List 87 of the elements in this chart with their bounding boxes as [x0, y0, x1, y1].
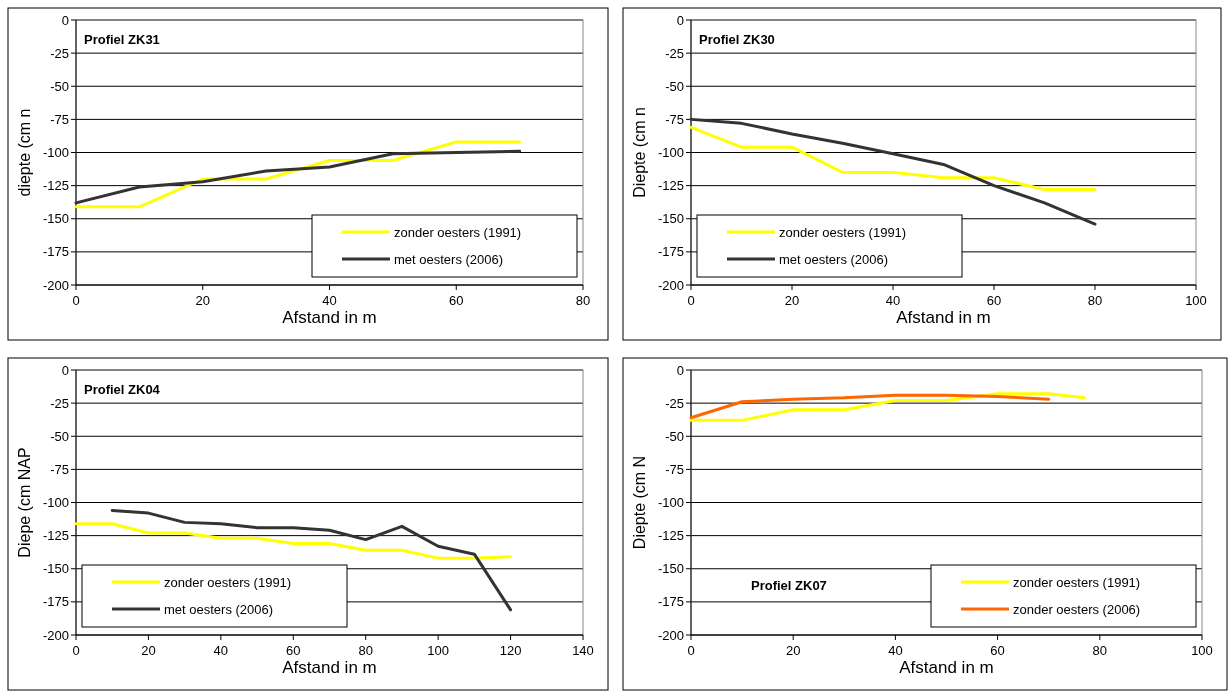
legend-label: zonder oesters (2006) — [1013, 601, 1141, 617]
y-tick-label: -125 — [42, 528, 69, 544]
x-tick-label: 100 — [1185, 293, 1207, 308]
text: Profiel ZK31 — [84, 32, 160, 47]
x-tick-label: 80 — [1087, 293, 1103, 308]
y-tick-label: -50 — [50, 428, 69, 444]
y-tick-label: -175 — [42, 594, 69, 610]
x-tick-label: 100 — [427, 643, 449, 658]
y-tick-label: -200 — [657, 277, 684, 293]
x-tick-label: 20 — [141, 643, 156, 658]
line-series — [689, 125, 1097, 192]
y-tick-label: -75 — [50, 461, 69, 477]
x-tick-label: 20 — [785, 643, 801, 658]
y-tick-label: 0 — [61, 362, 69, 378]
x-tick-label: 60 — [990, 643, 1005, 658]
y-tick-label: -150 — [657, 561, 684, 577]
x-tick-label: 20 — [784, 293, 800, 308]
x-tick-label: 40 — [213, 643, 229, 658]
x-axis-title: Afstand in m — [282, 308, 377, 327]
legend-label: zonder oesters (1991) — [1013, 574, 1141, 590]
y-tick-label: -200 — [42, 277, 69, 293]
y-tick-label: -50 — [50, 78, 69, 94]
y-axis-title: Diepe (cm NAP — [16, 447, 33, 558]
x-tick-label: 80 — [358, 643, 373, 658]
y-tick-label: -175 — [657, 244, 684, 260]
legend-label: zonder oesters (1991) — [779, 224, 907, 240]
x-tick-label: 0 — [687, 643, 695, 658]
y-tick-label: -150 — [42, 211, 69, 227]
x-tick-label: 0 — [72, 293, 80, 308]
legend-label: zonder oesters (1991) — [164, 574, 292, 590]
y-tick-label: 0 — [676, 12, 684, 28]
legend-label: met oesters (2006) — [394, 251, 504, 267]
x-tick-label: 0 — [72, 643, 80, 658]
y-tick-label: 0 — [61, 12, 69, 28]
y-tick-label: -100 — [42, 495, 69, 511]
y-tick-label: -125 — [657, 178, 684, 194]
y-tick-label: -150 — [42, 561, 69, 577]
text: Profiel ZK07 — [751, 578, 827, 593]
text: Profiel ZK30 — [699, 32, 775, 47]
y-tick-label: -25 — [665, 45, 684, 61]
line-series — [74, 522, 513, 560]
y-tick-label: -25 — [50, 395, 69, 411]
y-tick-label: -125 — [42, 178, 69, 194]
x-tick-label: 40 — [888, 643, 903, 658]
y-tick-label: -175 — [42, 244, 69, 260]
x-tick-label: 80 — [1092, 643, 1108, 658]
x-tick-label: 80 — [575, 293, 591, 308]
y-tick-label: -100 — [657, 145, 684, 161]
x-tick-label: 60 — [286, 643, 301, 658]
y-axis-title: Diepte (cm n — [631, 107, 648, 198]
line-series — [689, 393, 1051, 420]
y-tick-label: -75 — [665, 461, 684, 477]
y-tick-label: -200 — [657, 627, 684, 643]
x-tick-label: 0 — [687, 293, 695, 308]
legend-label: met oesters (2006) — [779, 251, 889, 267]
y-tick-label: -100 — [42, 145, 69, 161]
x-tick-label: 100 — [1191, 643, 1213, 658]
y-tick-label: -75 — [50, 111, 69, 127]
x-tick-label: 140 — [572, 643, 594, 658]
line-series — [689, 117, 1097, 226]
x-axis-title: Afstand in m — [896, 308, 991, 327]
y-tick-label: -50 — [665, 78, 684, 94]
y-tick-label: -125 — [657, 528, 684, 544]
y-tick-label: -200 — [42, 627, 69, 643]
y-tick-label: -25 — [665, 395, 684, 411]
y-axis-title: Diepte (cm N — [631, 455, 648, 550]
line-series — [689, 392, 1086, 422]
y-tick-label: -100 — [657, 495, 684, 511]
y-tick-label: -75 — [665, 111, 684, 127]
y-tick-label: -175 — [657, 594, 684, 610]
x-tick-label: 60 — [986, 293, 1002, 308]
x-tick-label: 60 — [449, 293, 464, 308]
y-tick-label: -150 — [657, 211, 684, 227]
legend-label: zonder oesters (1991) — [394, 224, 522, 240]
line-series — [74, 149, 522, 205]
y-axis-title: diepte (cm n — [16, 108, 33, 197]
x-tick-label: 40 — [322, 293, 337, 308]
x-axis-title: Afstand in m — [282, 658, 377, 677]
x-axis-title: Afstand in m — [899, 658, 994, 677]
x-tick-label: 20 — [195, 293, 210, 308]
y-tick-label: 0 — [676, 362, 684, 378]
text: Profiel ZK04 — [84, 382, 161, 397]
legend-label: met oesters (2006) — [164, 601, 274, 617]
y-tick-label: -50 — [665, 428, 684, 444]
y-tick-label: -25 — [50, 45, 69, 61]
x-tick-label: 120 — [499, 643, 522, 658]
x-tick-label: 40 — [885, 293, 901, 308]
